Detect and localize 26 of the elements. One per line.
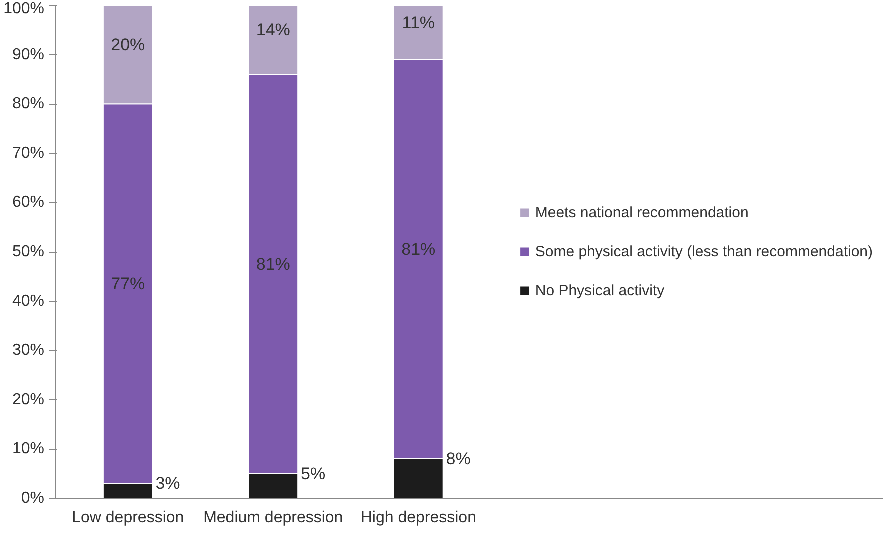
y-tick-label: 0% <box>21 490 44 507</box>
data-label: 14% <box>256 20 290 40</box>
data-label: 81% <box>256 254 290 274</box>
y-tick-label: 10% <box>12 440 45 458</box>
y-tick-label: 30% <box>12 342 45 360</box>
x-tick-label: Low depression <box>72 510 184 526</box>
data-label: 11% <box>402 13 436 32</box>
y-tick-label: 60% <box>12 194 45 212</box>
data-label: 3% <box>156 474 180 494</box>
data-label: 5% <box>300 464 326 484</box>
y-tick-label: 70% <box>12 144 45 162</box>
y-tick-label: 40% <box>12 292 45 310</box>
legend-label: No Physical activity <box>535 282 665 299</box>
data-label: 8% <box>446 450 471 469</box>
x-tick-label: Medium depression <box>204 510 344 526</box>
y-tick-label: 50% <box>12 244 45 260</box>
legend-label: Some physical activity (less than recommendation) <box>535 243 873 260</box>
y-tick-label: 80% <box>12 96 45 113</box>
y-tick-label: 20% <box>12 391 45 408</box>
x-tick-label: High depression <box>360 510 476 526</box>
y-tick-label: 100% <box>4 0 44 18</box>
data-label: 81% <box>402 240 436 260</box>
data-label: 77% <box>111 274 146 294</box>
data-label: 20% <box>111 35 146 54</box>
legend-label: Meets national recommendation <box>535 204 749 221</box>
y-tick-label: 90% <box>12 46 45 64</box>
